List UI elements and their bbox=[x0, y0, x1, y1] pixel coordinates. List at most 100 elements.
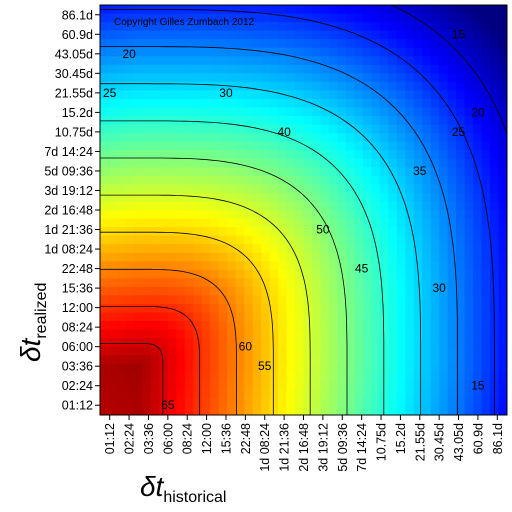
heatmap-cell bbox=[303, 406, 313, 415]
heatmap-cell bbox=[133, 73, 143, 83]
heatmap-cell bbox=[269, 295, 279, 305]
heatmap-cell bbox=[303, 124, 313, 134]
heatmap-cell bbox=[354, 286, 364, 297]
heatmap-cell bbox=[337, 218, 347, 228]
heatmap-cell bbox=[388, 295, 398, 305]
heatmap-cell bbox=[184, 133, 194, 143]
heatmap-cell bbox=[371, 372, 381, 382]
heatmap-cell bbox=[142, 218, 152, 228]
heatmap-cell bbox=[193, 56, 203, 66]
y-tick-label: 2d 16:48 bbox=[44, 204, 93, 218]
heatmap-cell bbox=[498, 56, 507, 66]
heatmap-cell bbox=[227, 397, 237, 408]
heatmap-cell bbox=[371, 5, 381, 15]
heatmap-cell bbox=[176, 73, 186, 83]
heatmap-cell bbox=[430, 141, 440, 151]
heatmap-cell bbox=[345, 167, 355, 177]
y-tick-label: 1d 21:36 bbox=[44, 223, 93, 237]
heatmap-cell bbox=[108, 210, 118, 220]
heatmap-cell bbox=[481, 286, 491, 297]
heatmap-cell bbox=[439, 338, 449, 348]
heatmap-cell bbox=[218, 286, 228, 297]
heatmap-cell bbox=[345, 192, 355, 203]
heatmap-cell bbox=[252, 397, 262, 408]
heatmap-cell bbox=[176, 406, 186, 415]
heatmap-cell bbox=[320, 397, 330, 408]
heatmap-cell bbox=[388, 175, 398, 185]
heatmap-cell bbox=[201, 64, 211, 74]
heatmap-cell bbox=[244, 201, 254, 211]
contour-label-text: 30 bbox=[432, 281, 446, 295]
heatmap-cell bbox=[328, 124, 339, 134]
heatmap-cell bbox=[125, 13, 135, 23]
heatmap-cell bbox=[498, 338, 507, 348]
heatmap-cell bbox=[176, 210, 186, 220]
heatmap-cell bbox=[116, 295, 127, 305]
heatmap-cell bbox=[422, 81, 432, 92]
heatmap-cell bbox=[261, 124, 271, 134]
heatmap-cell bbox=[430, 329, 440, 339]
heatmap-cell bbox=[244, 141, 254, 151]
heatmap-cell bbox=[328, 116, 339, 126]
heatmap-cell bbox=[481, 175, 491, 185]
heatmap-cell bbox=[303, 372, 313, 382]
heatmap-cell bbox=[261, 312, 271, 322]
heatmap-cell bbox=[473, 5, 483, 15]
heatmap-cell bbox=[413, 218, 423, 228]
heatmap-cell bbox=[193, 141, 203, 151]
heatmap-cell bbox=[473, 321, 483, 331]
heatmap-cell bbox=[108, 167, 118, 177]
heatmap-cell bbox=[167, 107, 177, 117]
heatmap-cell bbox=[116, 81, 127, 92]
heatmap-cell bbox=[362, 286, 372, 297]
heatmap-cell bbox=[464, 22, 474, 32]
heatmap-cell bbox=[447, 295, 457, 305]
heatmap-cell bbox=[159, 397, 169, 408]
heatmap-cell bbox=[439, 227, 449, 237]
heatmap-cell bbox=[227, 227, 237, 237]
heatmap-cell bbox=[133, 261, 143, 271]
heatmap-cell bbox=[193, 64, 203, 74]
heatmap-cell bbox=[311, 30, 322, 40]
heatmap-cell bbox=[142, 47, 152, 57]
heatmap-cell bbox=[176, 346, 186, 356]
heatmap-cell bbox=[210, 244, 220, 254]
heatmap-cell bbox=[210, 346, 220, 356]
heatmap-cell bbox=[218, 47, 228, 57]
heatmap-cell bbox=[235, 278, 245, 288]
heatmap-cell bbox=[439, 192, 449, 203]
heatmap-cell bbox=[100, 73, 110, 83]
heatmap-cell bbox=[100, 107, 110, 117]
heatmap-cell bbox=[116, 397, 127, 408]
heatmap-cell bbox=[159, 107, 169, 117]
heatmap-cell bbox=[337, 39, 347, 49]
heatmap-cell bbox=[311, 338, 322, 348]
heatmap-cell bbox=[337, 406, 347, 415]
heatmap-cell bbox=[379, 64, 389, 74]
heatmap-cell bbox=[362, 39, 372, 49]
heatmap-cell bbox=[108, 380, 118, 390]
heatmap-cell bbox=[464, 312, 474, 322]
heatmap-cell bbox=[125, 363, 135, 373]
heatmap-cell bbox=[337, 56, 347, 66]
heatmap-cell bbox=[328, 346, 339, 356]
heatmap-cell bbox=[261, 210, 271, 220]
heatmap-cell bbox=[278, 303, 288, 314]
heatmap-cell bbox=[456, 56, 466, 66]
heatmap-cell bbox=[278, 295, 288, 305]
heatmap-cell bbox=[244, 81, 254, 92]
heatmap-cell bbox=[193, 252, 203, 262]
heatmap-cell bbox=[413, 56, 423, 66]
heatmap-cell bbox=[379, 312, 389, 322]
heatmap-cell bbox=[252, 124, 262, 134]
heatmap-cell bbox=[150, 39, 160, 49]
heatmap-cell bbox=[210, 47, 220, 57]
heatmap-cell bbox=[354, 39, 364, 49]
heatmap-cell bbox=[167, 278, 177, 288]
heatmap-cell bbox=[244, 158, 254, 168]
heatmap-cell bbox=[278, 397, 288, 408]
heatmap-cell bbox=[184, 252, 194, 262]
heatmap-cell bbox=[405, 227, 415, 237]
heatmap-cell bbox=[244, 13, 254, 23]
